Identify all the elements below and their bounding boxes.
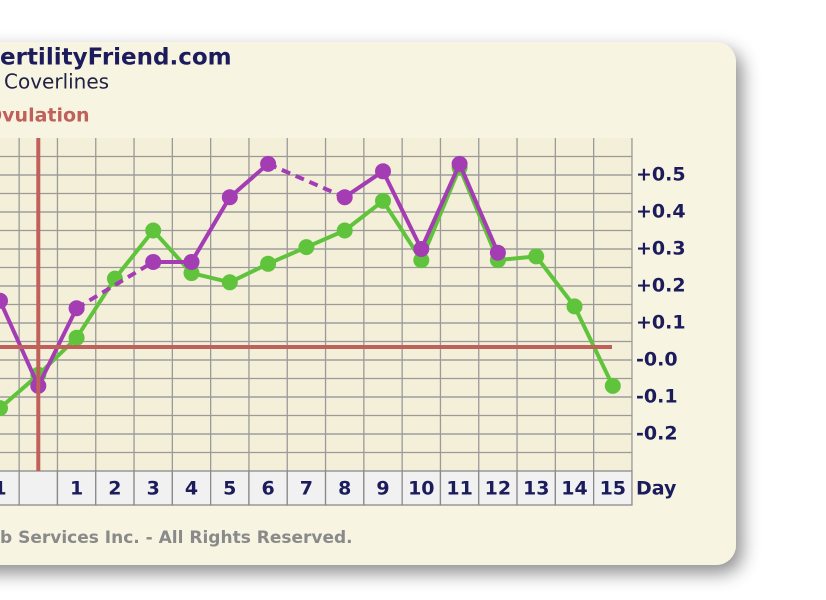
point bbox=[336, 222, 353, 239]
y-tick-label: +0.2 bbox=[636, 275, 686, 297]
point bbox=[68, 300, 85, 317]
x-tick-label: 5 bbox=[223, 478, 236, 500]
point bbox=[183, 265, 200, 282]
point bbox=[260, 155, 277, 172]
day-cell bbox=[478, 470, 518, 506]
x-tick-label: 12 bbox=[485, 478, 511, 500]
point bbox=[604, 377, 621, 394]
point bbox=[336, 189, 353, 206]
x-tick-label: 15 bbox=[600, 478, 626, 500]
point bbox=[260, 255, 277, 272]
x-tick-label: 9 bbox=[376, 478, 389, 500]
day-cell bbox=[18, 470, 59, 506]
point bbox=[375, 163, 391, 180]
y-tick-label: +0.3 bbox=[636, 238, 686, 260]
point bbox=[566, 298, 583, 315]
day-cell bbox=[439, 470, 480, 506]
chart-title: Coverlines bbox=[4, 70, 109, 94]
point bbox=[221, 189, 238, 206]
x-tick-label: 11 bbox=[446, 478, 472, 500]
day-cell bbox=[401, 470, 442, 506]
annotation: Ovulation bbox=[0, 105, 90, 127]
day-cell bbox=[209, 470, 250, 506]
day-cell bbox=[248, 470, 288, 506]
day-cell bbox=[516, 470, 556, 506]
point bbox=[413, 241, 430, 257]
x-tick-label: 8 bbox=[338, 478, 351, 500]
y-tick-label: -0.0 bbox=[636, 349, 678, 371]
x-tick-label: 1 bbox=[0, 478, 7, 500]
x-tick-label: 6 bbox=[261, 478, 274, 500]
day-cell bbox=[363, 470, 403, 506]
point bbox=[183, 253, 200, 270]
y-tick-label: +0.1 bbox=[636, 312, 686, 334]
y-tick-label: +0.4 bbox=[636, 201, 686, 223]
y-tick-label: -0.1 bbox=[636, 386, 678, 408]
y-tick-label: +0.5 bbox=[636, 164, 686, 186]
point bbox=[489, 244, 506, 261]
point bbox=[0, 292, 8, 309]
x-axis-label: Day bbox=[636, 478, 677, 500]
footer: b Services Inc. - All Rights Reserved. bbox=[0, 528, 353, 548]
day-cell bbox=[133, 470, 174, 506]
day-cell bbox=[95, 470, 135, 506]
x-tick-label: 3 bbox=[147, 478, 160, 500]
point bbox=[145, 253, 162, 270]
point bbox=[451, 155, 468, 172]
day-cell bbox=[171, 470, 212, 506]
x-tick-label: 1 bbox=[70, 478, 83, 500]
point bbox=[528, 248, 545, 265]
x-tick-label: 4 bbox=[185, 478, 198, 500]
point bbox=[221, 274, 238, 291]
point bbox=[68, 329, 85, 346]
day-cell bbox=[324, 470, 365, 506]
point bbox=[375, 192, 391, 209]
x-tick-label: 13 bbox=[523, 478, 549, 500]
day-cell bbox=[56, 470, 97, 506]
x-tick-label: 7 bbox=[300, 478, 313, 500]
point bbox=[0, 400, 8, 417]
x-tick-label: 2 bbox=[108, 478, 121, 500]
point bbox=[413, 252, 430, 269]
series-line bbox=[153, 162, 270, 264]
x-tick-label: 10 bbox=[408, 478, 434, 500]
brand: ertilityFriend.com bbox=[0, 45, 232, 71]
day-cell bbox=[593, 470, 633, 506]
point bbox=[298, 239, 315, 256]
y-tick-label: -0.2 bbox=[636, 423, 678, 445]
point bbox=[145, 222, 162, 239]
x-tick-label: 14 bbox=[561, 478, 587, 500]
